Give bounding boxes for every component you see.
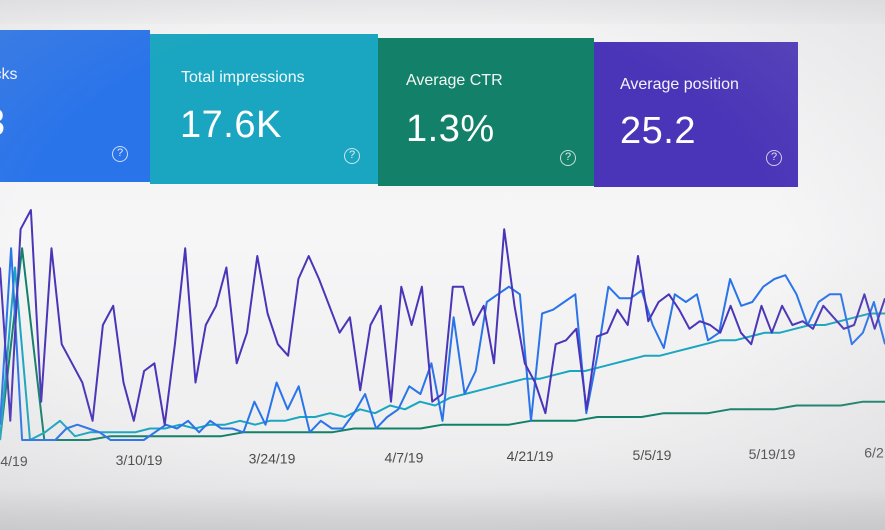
x-tick-label: 5/19/19 — [749, 446, 796, 462]
x-tick-label: 5/5/19 — [633, 447, 672, 463]
card-label: Total impressions — [181, 69, 305, 86]
x-tick-label: 3/24/19 — [249, 451, 296, 467]
average-position-card[interactable]: Average position 25.2 ? — [594, 42, 798, 187]
x-tick-label: 4/21/19 — [507, 448, 554, 464]
total-clicks-card[interactable]: icks 3 ? — [0, 30, 150, 182]
card-label: Average position — [620, 76, 739, 93]
series-line-2[interactable] — [0, 266, 885, 441]
card-value: 1.3% — [406, 108, 495, 150]
series-line-1[interactable] — [0, 247, 885, 441]
help-icon[interactable]: ? — [766, 150, 782, 166]
x-tick-label: 6/2 — [864, 445, 884, 461]
series-line-0[interactable] — [0, 209, 885, 426]
total-impressions-card[interactable]: Total impressions 17.6K ? — [150, 34, 378, 184]
top-bar — [0, 0, 885, 24]
series-line-3[interactable] — [0, 247, 885, 441]
card-value: 25.2 — [620, 110, 696, 152]
help-icon[interactable]: ? — [112, 146, 128, 162]
x-tick-label: 3/10/19 — [116, 452, 163, 468]
card-value: 17.6K — [180, 104, 282, 146]
help-icon[interactable]: ? — [560, 150, 576, 166]
average-ctr-card[interactable]: Average CTR 1.3% ? — [378, 38, 594, 186]
card-label: Average CTR — [406, 72, 503, 89]
card-label: icks — [0, 66, 18, 83]
help-icon[interactable]: ? — [344, 148, 360, 164]
x-tick-label: 4/7/19 — [385, 449, 424, 465]
x-tick-label: 4/19 — [0, 453, 27, 469]
card-value: 3 — [0, 102, 6, 145]
performance-line-chart[interactable]: 4/19 3/10/19 3/24/19 4/7/19 4/21/19 5/5/19 5/1… — [0, 190, 885, 490]
screen-bottom-shade — [0, 488, 885, 530]
series-layer — [0, 209, 885, 441]
x-axis-ticks: 4/19 3/10/19 3/24/19 4/7/19 4/21/19 5/5/19 5/1… — [0, 445, 884, 469]
